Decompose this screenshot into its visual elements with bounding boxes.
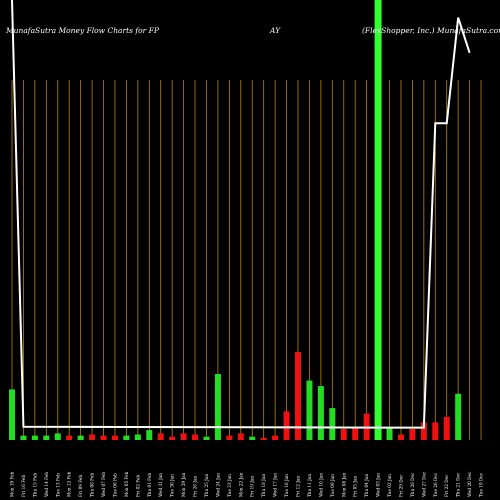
money-flow-bar bbox=[317, 386, 324, 440]
x-tick-label: Fri 16 Feb bbox=[21, 475, 26, 497]
x-tick-label: Fri 29 Dec bbox=[398, 474, 403, 497]
x-tick-label: Wed 10 Jan bbox=[318, 473, 323, 497]
money-flow-bar bbox=[409, 429, 416, 440]
x-tick-label: Thu 04 Jan bbox=[364, 474, 369, 497]
x-tick-label: Wed 24 Jan bbox=[215, 473, 220, 497]
header-left-title: MunafaSutra Money Flow Charts for FP bbox=[5, 26, 160, 35]
money-flow-bar bbox=[89, 434, 96, 440]
money-flow-bar bbox=[123, 435, 130, 440]
money-flow-bar bbox=[169, 436, 176, 440]
x-tick-label: Wed 07 Feb bbox=[101, 472, 106, 497]
money-flow-bar bbox=[66, 435, 73, 440]
x-tick-label: Wed 03 Jan bbox=[376, 473, 381, 497]
money-flow-bars bbox=[9, 0, 462, 440]
x-tick-label: Fri 09 Feb bbox=[78, 475, 83, 497]
money-flow-bar bbox=[111, 435, 118, 440]
money-flow-bar bbox=[9, 389, 15, 440]
money-flow-bar bbox=[249, 436, 256, 440]
x-tick-label: Tue 13 Feb bbox=[55, 473, 60, 497]
money-flow-bar bbox=[329, 408, 336, 440]
x-tick-label: Mon 19 Feb bbox=[10, 471, 15, 497]
x-tick-label: Wed 27 Dec bbox=[421, 471, 426, 497]
x-tick-label: Thu 25 Jan bbox=[204, 474, 209, 497]
x-tick-label: Thu 11 Jan bbox=[307, 474, 312, 497]
x-tick-label: Tue 02 Jan bbox=[387, 474, 392, 497]
x-tick-label: Thu 28 Dec bbox=[410, 472, 415, 497]
price-line-group bbox=[11, 0, 471, 429]
money-flow-bar bbox=[31, 435, 38, 440]
money-flow-bar bbox=[20, 435, 27, 440]
x-tick-label: Fri 26 Jan bbox=[193, 476, 198, 497]
money-flow-bar bbox=[203, 436, 210, 440]
money-flow-bar bbox=[180, 433, 187, 440]
money-flow-bar bbox=[157, 433, 164, 440]
x-tick-label: Wed 20 Dec bbox=[467, 471, 472, 497]
x-tick-label: Fri 22 Dec bbox=[444, 474, 449, 497]
money-flow-bar bbox=[443, 416, 450, 440]
money-flow-bar bbox=[54, 433, 61, 440]
x-tick-label: Fri 02 Feb bbox=[135, 475, 140, 497]
money-flow-bar bbox=[226, 435, 233, 440]
money-flow-bar bbox=[237, 433, 244, 440]
money-flow-bar bbox=[455, 393, 462, 440]
x-tick-label: Mon 29 Jan bbox=[181, 472, 186, 497]
price-line bbox=[11, 0, 471, 429]
grid-lines bbox=[11, 80, 482, 440]
x-tick-label: Thu 08 Feb bbox=[90, 473, 95, 497]
x-tick-label: Wed 14 Feb bbox=[44, 472, 49, 497]
x-tick-label: Tue 06 Feb bbox=[112, 473, 117, 497]
money-flow-bar bbox=[77, 435, 84, 440]
x-tick-label: Tue 23 Jan bbox=[227, 474, 232, 497]
x-tick-labels: Mon 19 Feb Fri 16 Feb Thu 15 Feb Wed 14 Feb… bbox=[10, 471, 484, 497]
x-tick-label: Fri 12 Jan bbox=[296, 476, 301, 497]
money-flow-bar bbox=[272, 435, 279, 440]
money-flow-bar bbox=[397, 434, 404, 440]
money-flow-bar bbox=[432, 422, 439, 440]
x-tick-label: Tue 19 Dec bbox=[479, 472, 484, 497]
money-flow-bar bbox=[420, 422, 427, 440]
x-tick-label: Thu 21 Dec bbox=[456, 472, 461, 497]
money-flow-bar bbox=[260, 437, 267, 440]
header-right-title: (FlexShopper, Inc.) MunafaSutra.com bbox=[362, 26, 500, 35]
x-tick-label: Tue 30 Jan bbox=[170, 474, 175, 497]
x-tick-label: Wed 17 Jan bbox=[273, 473, 278, 497]
money-flow-bar bbox=[146, 430, 153, 440]
x-tick-label: Mon 05 Feb bbox=[124, 471, 129, 497]
money-flow-bar bbox=[352, 427, 359, 440]
money-flow-bar bbox=[134, 434, 141, 440]
x-tick-label: Mon 22 Jan bbox=[238, 472, 243, 497]
money-flow-bar bbox=[295, 352, 301, 440]
header-middle-title: AY bbox=[269, 26, 281, 35]
money-flow-bar bbox=[283, 411, 290, 440]
x-tick-label: Tue 16 Jan bbox=[284, 474, 289, 497]
money-flow-bar bbox=[306, 380, 313, 440]
x-tick-label: Thu 18 Jan bbox=[261, 474, 266, 497]
money-flow-bar bbox=[386, 426, 393, 440]
money-flow-bar bbox=[192, 434, 199, 440]
x-tick-label: Thu 01 Feb bbox=[147, 473, 152, 497]
x-tick-label: Fri 05 Jan bbox=[353, 476, 358, 497]
x-tick-label: Thu 15 Feb bbox=[32, 473, 37, 497]
money-flow-bar bbox=[214, 374, 221, 440]
highlight-bar bbox=[374, 0, 382, 440]
x-tick-label: Fri 19 Jan bbox=[250, 476, 255, 497]
money-flow-bar bbox=[100, 435, 107, 440]
x-tick-label: Wed 31 Jan bbox=[158, 473, 163, 497]
money-flow-bar bbox=[43, 435, 50, 440]
money-flow-bar bbox=[340, 429, 347, 440]
x-tick-label: Mon 12 Feb bbox=[67, 471, 72, 497]
x-tick-label: Tue 26 Dec bbox=[433, 472, 438, 497]
x-tick-label: Mon 08 Jan bbox=[341, 472, 346, 497]
x-tick-label: Tue 09 Jan bbox=[330, 474, 335, 497]
